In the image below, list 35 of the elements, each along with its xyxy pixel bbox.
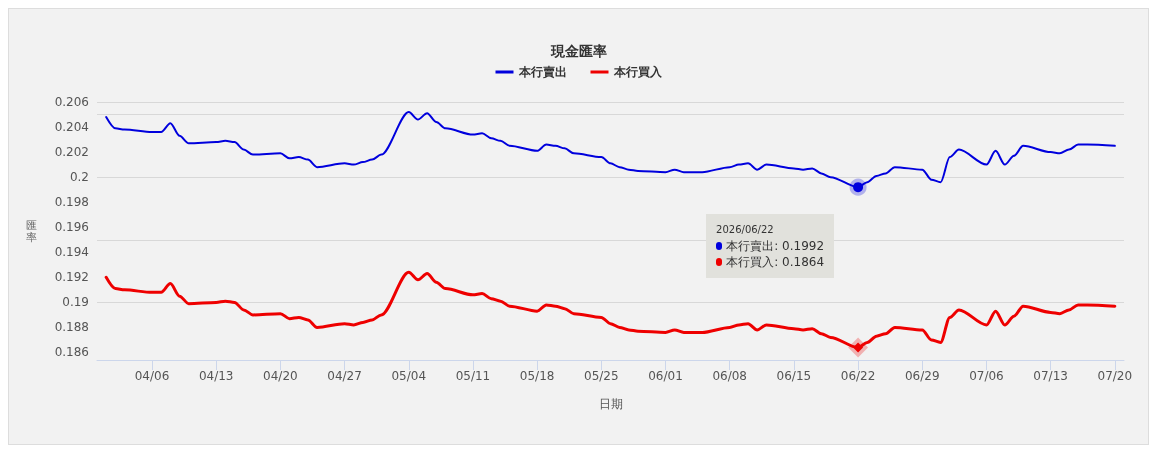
x-tick-label: 06/15 xyxy=(776,369,812,383)
x-tick-label: 05/25 xyxy=(584,369,619,383)
legend-label: 本行賣出 xyxy=(517,65,567,79)
y-tick-label: 0.194 xyxy=(54,245,89,260)
x-tick-label: 06/29 xyxy=(904,369,940,383)
x-tick-label: 05/18 xyxy=(519,369,555,383)
annotation: 2026/06/22 xyxy=(716,223,775,238)
annotation: 本行賣出: 0.1992 xyxy=(726,238,825,255)
chart-title: 現金匯率 xyxy=(549,43,607,59)
y-tick-label: 0.19 xyxy=(62,295,89,310)
x-tick-label: 06/08 xyxy=(712,369,747,383)
x-tick-label: 06/22 xyxy=(840,369,876,383)
y-axis-title: 匯率 xyxy=(26,218,37,244)
annotation: 本行買入: 0.1864 xyxy=(726,254,825,271)
y-tick-label: 0.206 xyxy=(54,95,89,109)
x-tick-label: 05/11 xyxy=(455,369,491,383)
y-tick-label: 0.186 xyxy=(54,345,89,360)
y-tick-label: 0.188 xyxy=(54,320,89,335)
x-tick-label: 04/06 xyxy=(134,369,170,383)
x-tick-label: 04/27 xyxy=(327,369,362,383)
x-axis-title: 日期 xyxy=(598,397,623,411)
legend-label: 本行買入 xyxy=(612,65,663,79)
y-tick-label: 0.204 xyxy=(54,120,89,135)
x-tick-label: 07/06 xyxy=(969,369,1004,383)
x-tick-label: 04/20 xyxy=(263,369,298,383)
x-tick-label: 06/01 xyxy=(648,369,683,383)
y-tick-label: 0.196 xyxy=(54,220,89,235)
x-tick-label: 04/13 xyxy=(198,369,234,383)
x-tick-label: 07/13 xyxy=(1033,369,1068,383)
y-tick-label: 0.202 xyxy=(54,145,89,160)
y-tick-label: 0.198 xyxy=(54,195,89,210)
y-tick-label: 0.2 xyxy=(69,170,89,185)
x-tick-label: 05/04 xyxy=(391,369,427,383)
x-tick-label: 07/20 xyxy=(1097,369,1133,383)
y-tick-label: 0.192 xyxy=(54,270,89,285)
